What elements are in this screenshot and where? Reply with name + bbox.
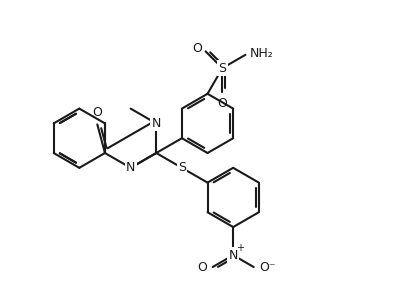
Text: N: N (151, 117, 161, 130)
Text: S: S (178, 161, 186, 174)
Text: O: O (92, 106, 102, 119)
Text: +: + (236, 243, 244, 253)
Text: O: O (217, 97, 227, 110)
Text: N: N (126, 161, 135, 174)
Text: O: O (192, 42, 202, 55)
Text: O⁻: O⁻ (259, 260, 276, 274)
Text: NH₂: NH₂ (250, 47, 274, 60)
Text: O: O (197, 260, 207, 274)
Text: S: S (218, 62, 226, 75)
Text: N: N (228, 249, 238, 262)
